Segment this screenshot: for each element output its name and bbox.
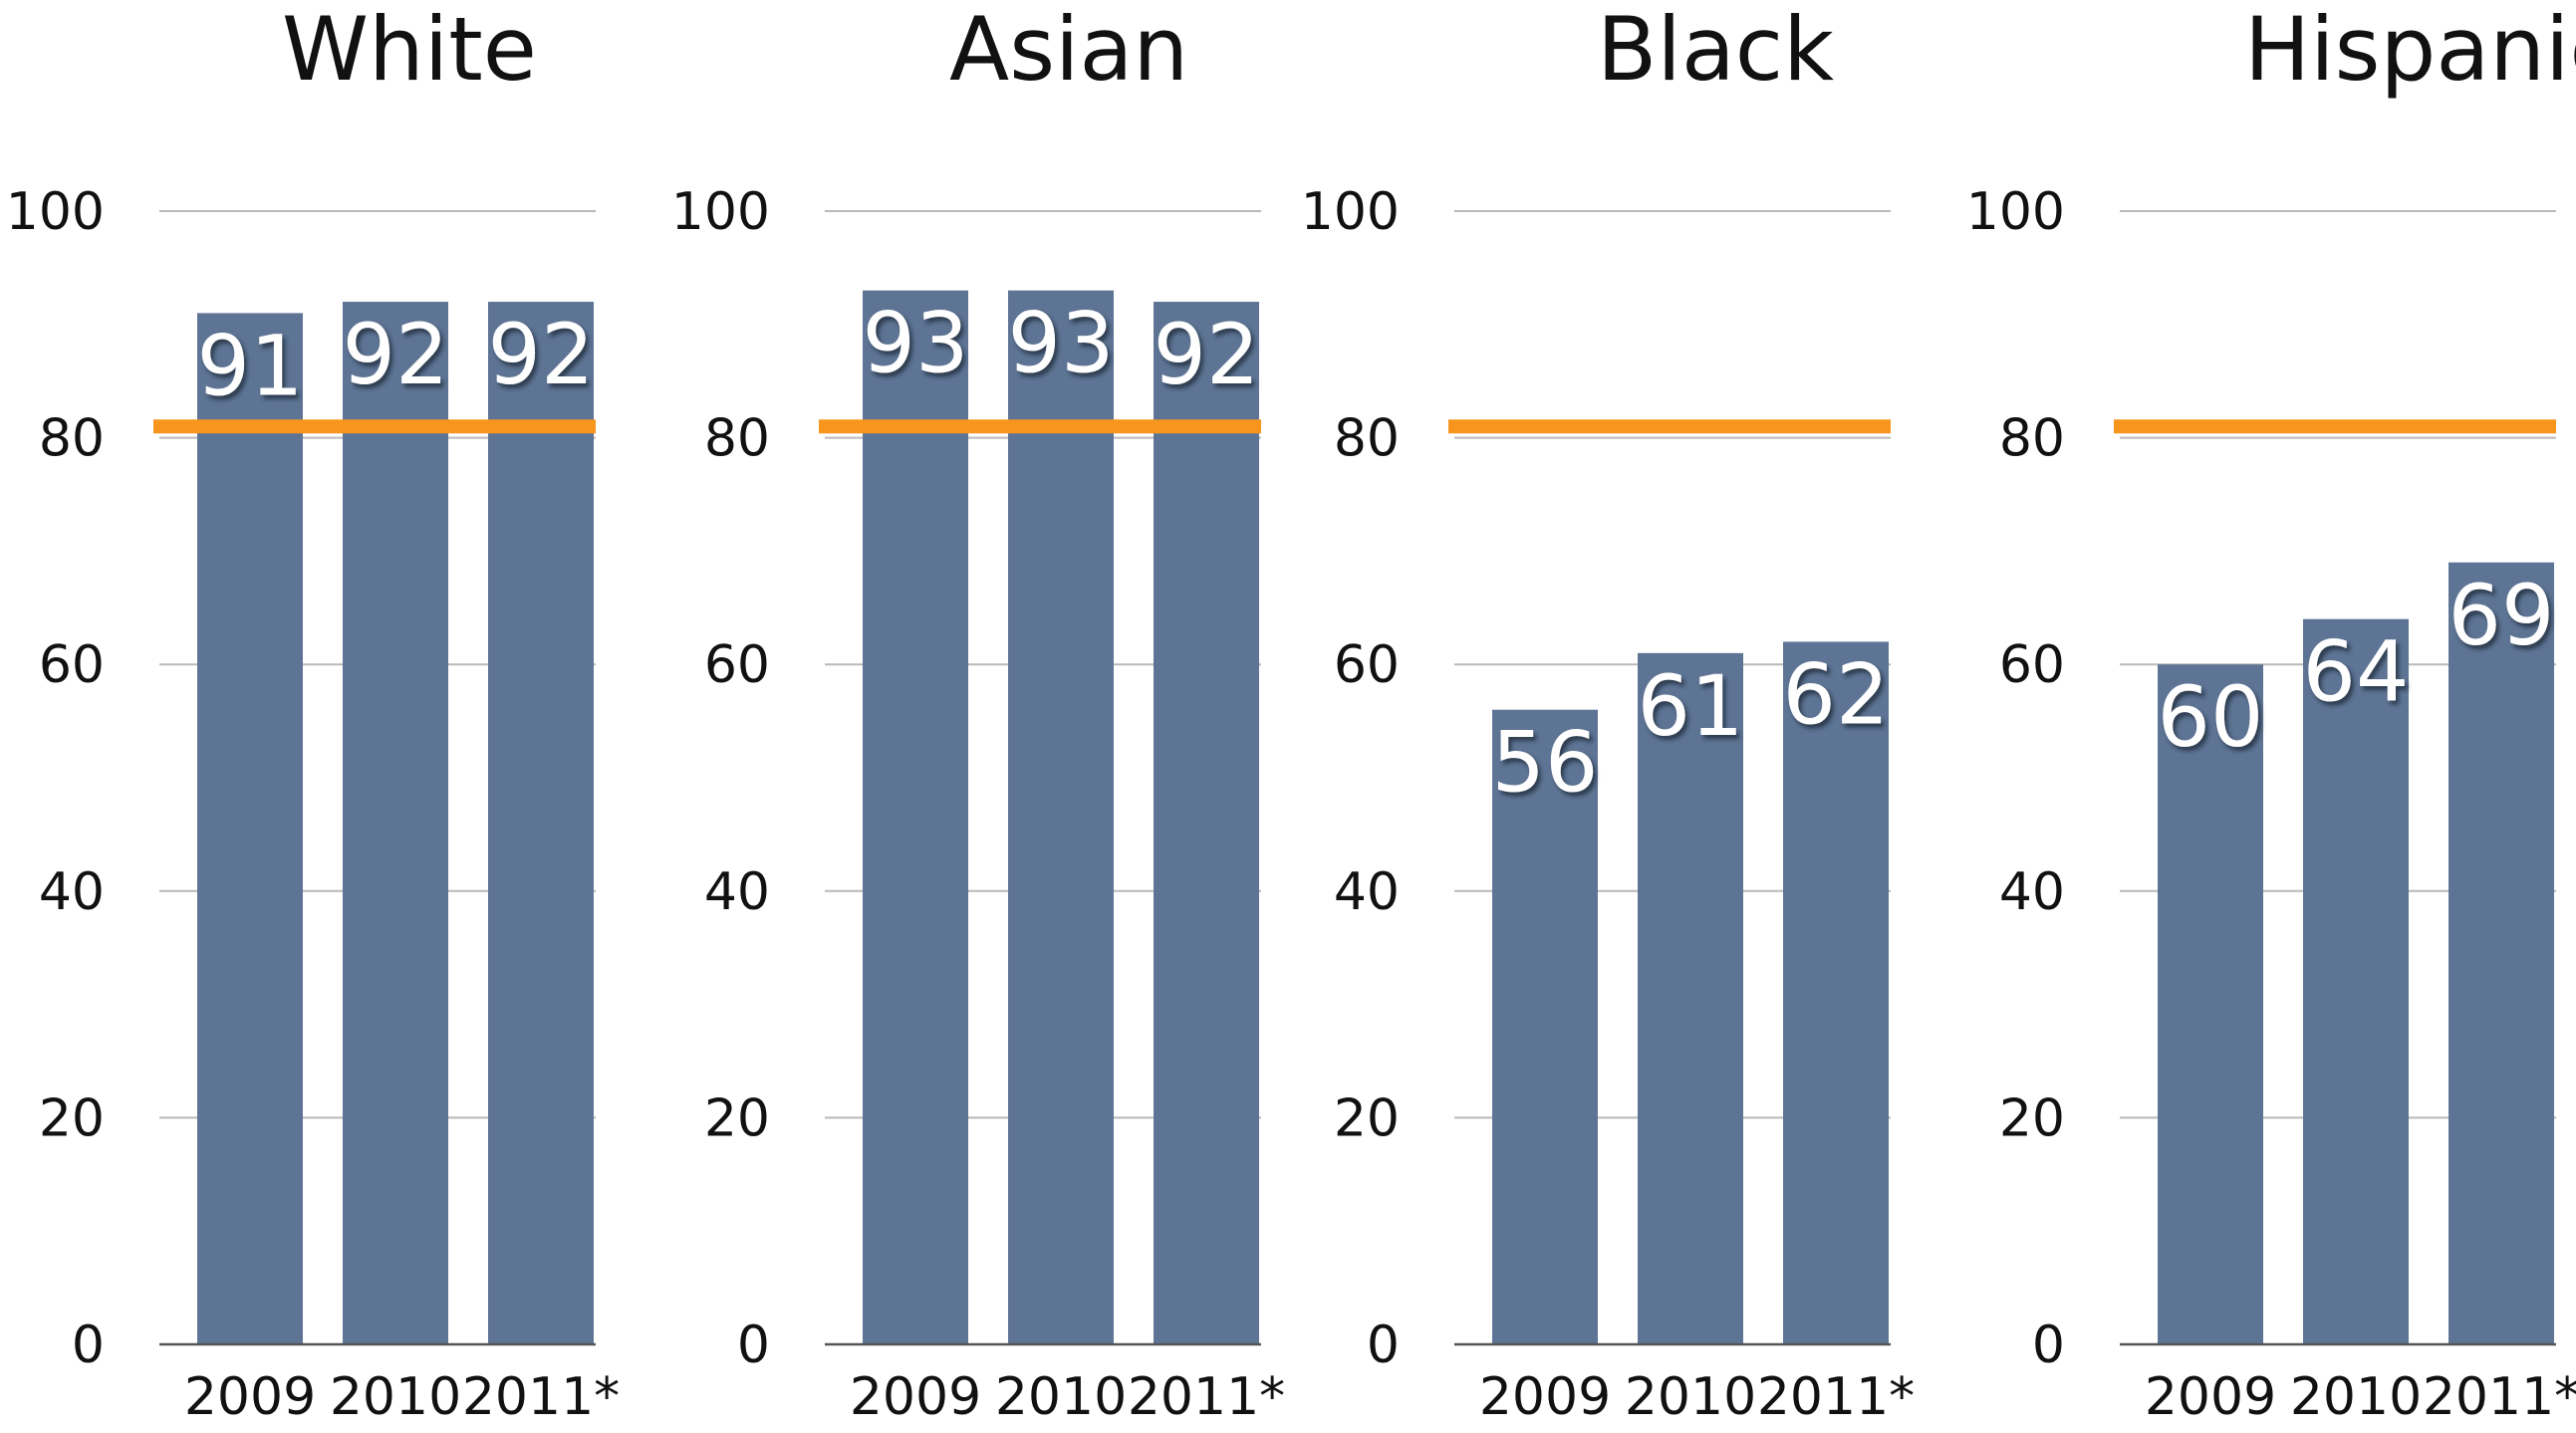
value-label: 92 — [488, 306, 595, 403]
panel-title: White — [282, 0, 537, 101]
value-label: 62 — [1783, 645, 1890, 743]
bar-2011* — [2448, 562, 2554, 1344]
y-tick-label: 20 — [39, 1088, 105, 1148]
y-tick-label: 100 — [6, 182, 105, 242]
x-tick-label: 2009 — [184, 1367, 316, 1427]
bar-2011* — [488, 302, 594, 1344]
y-tick-label: 0 — [1367, 1315, 1400, 1375]
value-label: 93 — [863, 295, 969, 392]
bar-2009 — [1492, 709, 1598, 1344]
x-tick-label: 2010 — [330, 1367, 461, 1427]
value-label: 93 — [1008, 295, 1115, 392]
bar-2010 — [1638, 652, 1743, 1344]
x-tick-label: 2011* — [1128, 1367, 1285, 1427]
x-tick-label: 2011* — [2423, 1367, 2576, 1427]
y-tick-label: 0 — [737, 1315, 770, 1375]
y-tick-label: 20 — [1999, 1088, 2065, 1148]
value-label: 60 — [2158, 668, 2264, 766]
x-tick-label: 2011* — [462, 1367, 620, 1427]
value-label: 69 — [2448, 567, 2555, 664]
bar-2009 — [197, 313, 303, 1344]
y-tick-label: 80 — [1999, 409, 2065, 469]
value-label: 91 — [197, 317, 304, 414]
y-tick-label: 100 — [1966, 182, 2065, 242]
y-tick-label: 0 — [72, 1315, 105, 1375]
y-tick-label: 40 — [39, 862, 105, 922]
y-tick-label: 20 — [704, 1088, 770, 1148]
y-tick-label: 100 — [1301, 182, 1400, 242]
panel-title: Hispanic — [2244, 0, 2576, 101]
chart-panel-1: Asian 0 20 40 60 80 100 93 93 92 2009 2010 2011* — [671, 0, 1285, 1427]
y-tick-label: 0 — [2032, 1315, 2065, 1375]
bar-2011* — [1154, 302, 1259, 1344]
bar-2009 — [863, 290, 968, 1344]
y-tick-label: 60 — [1999, 635, 2065, 695]
bar-2010 — [1008, 290, 1114, 1344]
x-tick-label: 2009 — [2145, 1367, 2276, 1427]
y-tick-label: 40 — [1334, 862, 1400, 922]
panel-title: Asian — [949, 0, 1188, 101]
y-tick-label: 80 — [39, 409, 105, 469]
x-tick-label: 2010 — [2290, 1367, 2422, 1427]
y-tick-label: 80 — [704, 409, 770, 469]
y-tick-label: 20 — [1334, 1088, 1400, 1148]
chart-panel-0: White 0 20 40 60 80 100 91 92 92 2009 2010 2011* — [6, 0, 620, 1427]
bar-2009 — [2158, 664, 2263, 1344]
y-tick-label: 40 — [704, 862, 770, 922]
y-tick-label: 40 — [1999, 862, 2065, 922]
y-tick-label: 60 — [1334, 635, 1400, 695]
y-tick-label: 60 — [39, 635, 105, 695]
value-label: 92 — [1154, 306, 1260, 403]
y-tick-label: 80 — [1334, 409, 1400, 469]
value-label: 64 — [2303, 623, 2410, 721]
value-label: 61 — [1638, 657, 1744, 755]
value-label: 56 — [1492, 714, 1599, 812]
x-tick-label: 2011* — [1757, 1367, 1915, 1427]
x-tick-label: 2009 — [850, 1367, 981, 1427]
x-tick-label: 2009 — [1479, 1367, 1611, 1427]
bar-2011* — [1783, 641, 1889, 1344]
x-tick-label: 2010 — [995, 1367, 1127, 1427]
y-tick-label: 100 — [671, 182, 770, 242]
panel-title: Black — [1597, 0, 1834, 101]
value-label: 92 — [343, 306, 449, 403]
x-tick-label: 2010 — [1625, 1367, 1756, 1427]
bar-2010 — [343, 302, 448, 1344]
chart-panel-2: Black 0 20 40 60 80 100 56 61 62 2009 2010 2011* — [1301, 0, 1915, 1427]
y-tick-label: 60 — [704, 635, 770, 695]
bar-2010 — [2303, 618, 2409, 1344]
